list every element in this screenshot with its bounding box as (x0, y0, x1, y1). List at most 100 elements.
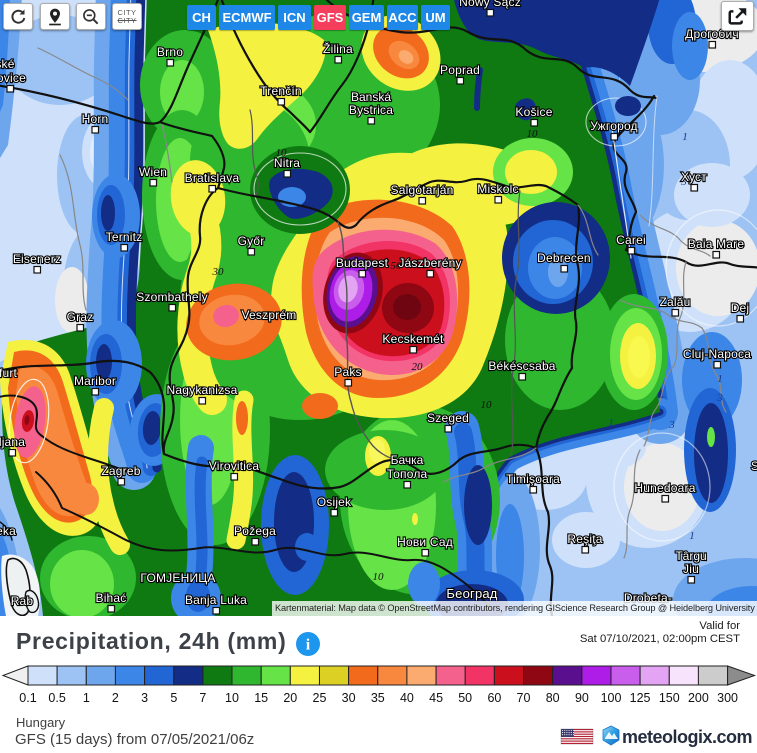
svg-text:40: 40 (400, 691, 414, 705)
svg-text:3: 3 (668, 419, 675, 431)
svg-text:Bihać: Bihać (95, 591, 126, 605)
svg-text:Szombathely: Szombathely (136, 290, 208, 304)
svg-text:ljana: ljana (0, 435, 25, 449)
svg-text:200: 200 (688, 691, 709, 705)
svg-text:90: 90 (575, 691, 589, 705)
svg-text:Bystrica: Bystrica (349, 103, 393, 117)
svg-text:ské: ské (0, 57, 15, 71)
svg-text:Jászberény: Jászberény (398, 256, 461, 270)
svg-text:3: 3 (141, 691, 148, 705)
svg-text:45: 45 (429, 691, 443, 705)
svg-text:Bratislava: Bratislava (185, 171, 240, 185)
svg-text:Timişoara: Timişoara (506, 472, 560, 486)
svg-text:Zagreb: Zagreb (101, 464, 140, 478)
svg-text:Osijek: Osijek (317, 495, 352, 509)
svg-text:Veszprém: Veszprém (242, 308, 297, 322)
svg-text:1: 1 (717, 373, 723, 385)
svg-text:meteologix.com: meteologix.com (622, 727, 752, 747)
svg-text:Paks: Paks (334, 365, 361, 379)
svg-text:10: 10 (481, 399, 493, 411)
svg-text:7: 7 (199, 691, 206, 705)
svg-text:80: 80 (546, 691, 560, 705)
svg-text:Zalău: Zalău (659, 295, 690, 309)
svg-text:100: 100 (601, 691, 622, 705)
svg-text:Kecskemét: Kecskemét (382, 332, 444, 346)
svg-text:i: i (306, 637, 311, 654)
svg-text:Trenčín: Trenčín (260, 84, 302, 98)
svg-text:1: 1 (83, 691, 90, 705)
svg-text:Požega: Požega (234, 524, 276, 538)
svg-text:S: S (751, 459, 757, 473)
svg-text:50: 50 (458, 691, 472, 705)
svg-text:5: 5 (170, 691, 177, 705)
svg-text:300: 300 (717, 691, 738, 705)
svg-text:Baia Mare: Baia Mare (688, 237, 745, 251)
svg-text:25: 25 (313, 691, 327, 705)
svg-text:20: 20 (283, 691, 297, 705)
svg-text:1: 1 (682, 131, 688, 143)
svg-text:furt: furt (0, 366, 18, 380)
svg-text:10: 10 (373, 571, 385, 583)
svg-text:Nagykanizsa: Nagykanizsa (167, 383, 238, 397)
svg-text:Miskolc: Miskolc (477, 182, 518, 196)
svg-text:Salgótarján: Salgótarján (391, 183, 454, 197)
svg-text:30: 30 (342, 691, 356, 705)
svg-text:Топола: Топола (387, 467, 428, 481)
svg-text:15: 15 (254, 691, 268, 705)
svg-text:Carei: Carei (616, 233, 646, 247)
svg-text:Košice: Košice (515, 105, 552, 119)
svg-text:10: 10 (527, 128, 539, 140)
svg-text:Győr: Győr (238, 234, 265, 248)
svg-text:ГОМЈЕНИЦА: ГОМЈЕНИЦА (140, 571, 215, 585)
svg-text:70: 70 (517, 691, 531, 705)
svg-text:eka: eka (0, 524, 16, 538)
svg-text:3: 3 (680, 176, 687, 188)
svg-text:30: 30 (212, 266, 225, 278)
svg-text:Banská: Banská (351, 90, 391, 104)
svg-text:Nowy Sącz: Nowy Sącz (459, 0, 521, 9)
svg-text:Нови Сад: Нови Сад (397, 535, 453, 549)
svg-text:Wien: Wien (139, 165, 167, 179)
svg-text:150: 150 (659, 691, 680, 705)
svg-text:Békéscsaba: Békéscsaba (488, 359, 555, 373)
svg-text:Graz: Graz (67, 310, 94, 324)
svg-text:Dej: Dej (731, 301, 750, 315)
svg-text:Hunedoara: Hunedoara (634, 481, 695, 495)
svg-text:Debrecen: Debrecen (537, 251, 591, 265)
svg-text:jovice: jovice (0, 71, 26, 85)
svg-text:Ternitz: Ternitz (106, 230, 143, 244)
svg-text:50: 50 (391, 260, 403, 272)
svg-text:35: 35 (371, 691, 385, 705)
svg-text:Eisenerz: Eisenerz (13, 252, 61, 266)
svg-text:Бачка: Бачка (391, 453, 424, 467)
svg-text:1: 1 (689, 530, 695, 542)
svg-text:Reşiţa: Reşiţa (567, 532, 602, 546)
svg-text:Nitra: Nitra (274, 156, 300, 170)
svg-text:0.1: 0.1 (19, 691, 36, 705)
svg-text:Szeged: Szeged (427, 411, 469, 425)
svg-text:Horn: Horn (82, 112, 109, 126)
svg-text:Târgu: Târgu (675, 549, 706, 563)
svg-text:Virovitica: Virovitica (209, 459, 260, 473)
svg-text:10: 10 (225, 691, 239, 705)
svg-text:2: 2 (112, 691, 119, 705)
svg-text:Brno: Brno (157, 45, 183, 59)
svg-text:Budapest: Budapest (336, 256, 389, 270)
svg-text:Rab: Rab (11, 594, 34, 608)
svg-text:10: 10 (276, 147, 288, 159)
svg-text:20: 20 (412, 361, 424, 373)
svg-text:Хуст: Хуст (681, 170, 707, 184)
svg-text:0.5: 0.5 (48, 691, 65, 705)
svg-text:60: 60 (487, 691, 501, 705)
svg-text:Žilina: Žilina (323, 41, 353, 56)
svg-text:Jiu: Jiu (683, 562, 699, 576)
svg-text:1: 1 (608, 417, 614, 429)
svg-text:Maribor: Maribor (74, 374, 116, 388)
svg-text:Ужгород: Ужгород (590, 119, 638, 133)
svg-text:Cluj-Napoca: Cluj-Napoca (683, 347, 751, 361)
svg-text:Banja Luka: Banja Luka (185, 593, 247, 607)
svg-text:3: 3 (716, 392, 723, 404)
svg-text:Poprad: Poprad (440, 63, 480, 77)
svg-text:125: 125 (630, 691, 651, 705)
svg-text:Београд: Београд (446, 586, 497, 601)
